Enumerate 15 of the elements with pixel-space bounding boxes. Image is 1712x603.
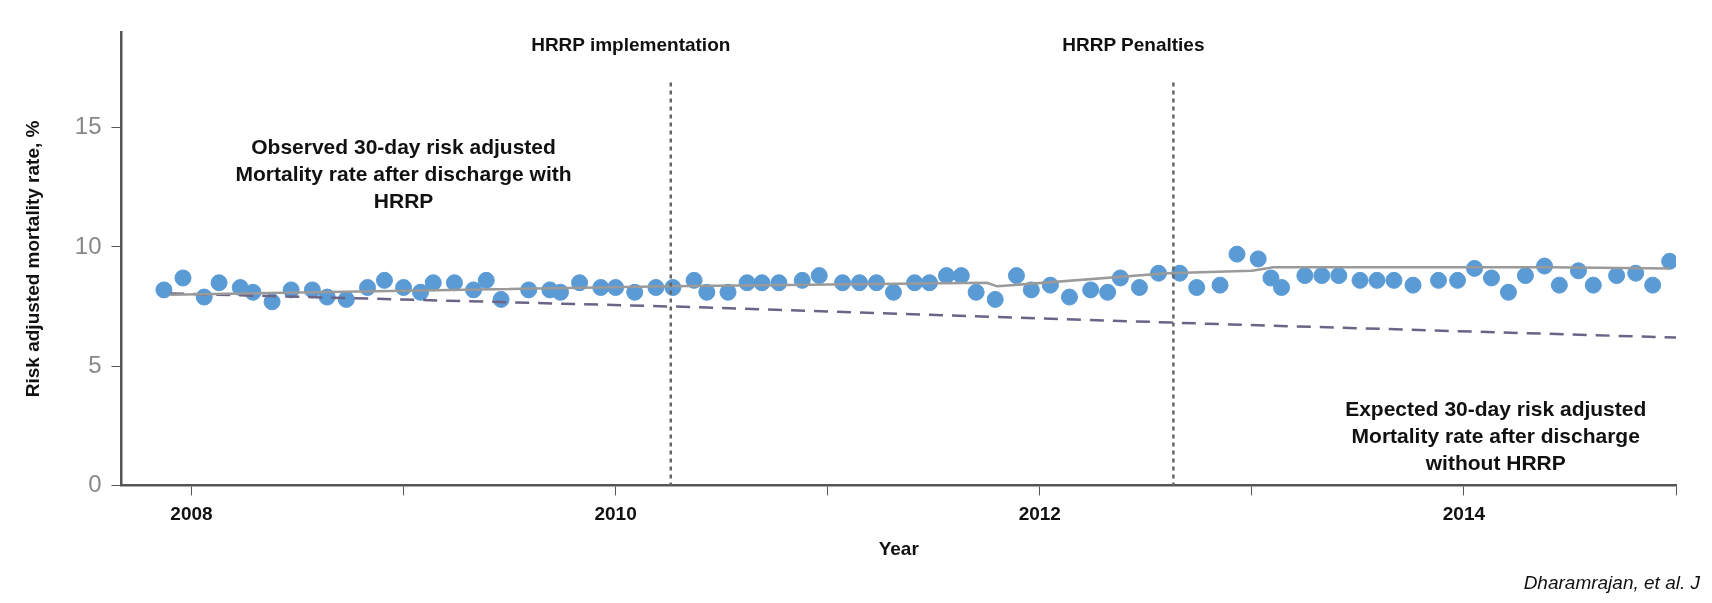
y-tick-label: 10 (74, 231, 102, 259)
y-axis-title: Risk adjusted mortality rate, % (21, 120, 43, 398)
ref-line-label: HRRP implementation (531, 34, 731, 56)
y-tick-label: 15 (74, 112, 102, 140)
x-tick-label: 2008 (170, 503, 213, 525)
y-tick-label: 5 (88, 350, 102, 378)
x-tick-label: 2014 (1442, 503, 1486, 525)
x-tick-label: 2012 (1018, 503, 1061, 525)
text: Dharamrajan, et al. J (1523, 571, 1701, 593)
annotation: Expected 30-day risk adjusted Mortality rate after discharge without HRRP (1345, 396, 1647, 474)
ref-line-label: HRRP Penalties (1062, 34, 1205, 56)
y-tick-label: 0 (88, 470, 102, 498)
x-axis-title: Year (878, 537, 920, 559)
x-tick-label: 2010 (594, 503, 637, 525)
annotation: Observed 30-day risk adjusted Mortality rate after discharge with HRRP (235, 134, 572, 212)
